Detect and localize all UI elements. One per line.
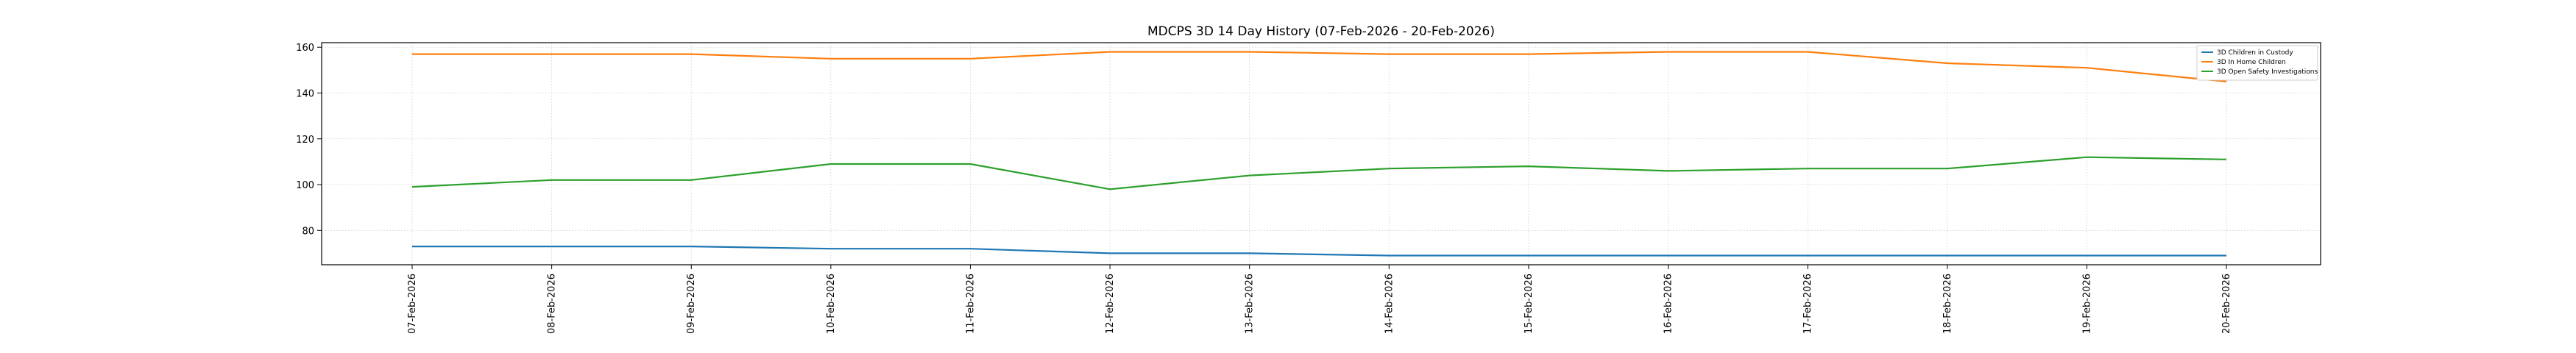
legend-label: 3D In Home Children	[2217, 59, 2286, 66]
x-tick-label: 07-Feb-2026	[407, 274, 418, 334]
y-tick-label: 160	[296, 43, 314, 54]
series-line-2	[411, 156, 2227, 190]
x-tick-label: 11-Feb-2026	[965, 274, 976, 334]
legend: 3D Children in Custody 3D In Home Childre…	[2196, 45, 2318, 81]
legend-box	[2196, 45, 2318, 81]
y-tick-label: 140	[296, 88, 314, 99]
series-line-1	[412, 51, 2227, 82]
x-tick-label: 10-Feb-2026	[826, 274, 837, 334]
x-tick-label: 08-Feb-2026	[547, 274, 558, 334]
y-tick-label: 100	[296, 180, 314, 191]
series-layer	[411, 51, 2227, 257]
x-tick-label: 15-Feb-2026	[1524, 274, 1535, 334]
y-axis: 80 100 120 140 160	[296, 43, 322, 237]
y-tick-label: 80	[302, 226, 314, 237]
x-tick-label: 18-Feb-2026	[1942, 274, 1953, 334]
x-tick-label: 17-Feb-2026	[1802, 274, 1814, 334]
x-tick-label: 12-Feb-2026	[1105, 274, 1116, 334]
plot-frame	[321, 42, 2321, 265]
series-line-0	[412, 246, 2226, 257]
x-tick-label: 19-Feb-2026	[2081, 274, 2092, 334]
x-axis: 07-Feb-2026 08-Feb-2026 09-Feb-2026 10-Feb-…	[407, 265, 2232, 334]
x-tick-label: 09-Feb-2026	[686, 274, 697, 334]
y-tick-label: 120	[296, 135, 314, 146]
legend-label: 3D Children in Custody	[2217, 49, 2293, 57]
x-tick-label: 20-Feb-2026	[2221, 274, 2232, 334]
x-tick-label: 13-Feb-2026	[1245, 274, 1256, 334]
x-tick-label: 16-Feb-2026	[1663, 274, 1674, 334]
legend-label: 3D Open Safety Investigations	[2217, 68, 2318, 76]
x-tick-label: 14-Feb-2026	[1384, 274, 1395, 334]
chart-title: MDCPS 3D 14 Day History (07-Feb-2026 - 2…	[1147, 24, 1495, 39]
grid	[322, 43, 2321, 265]
